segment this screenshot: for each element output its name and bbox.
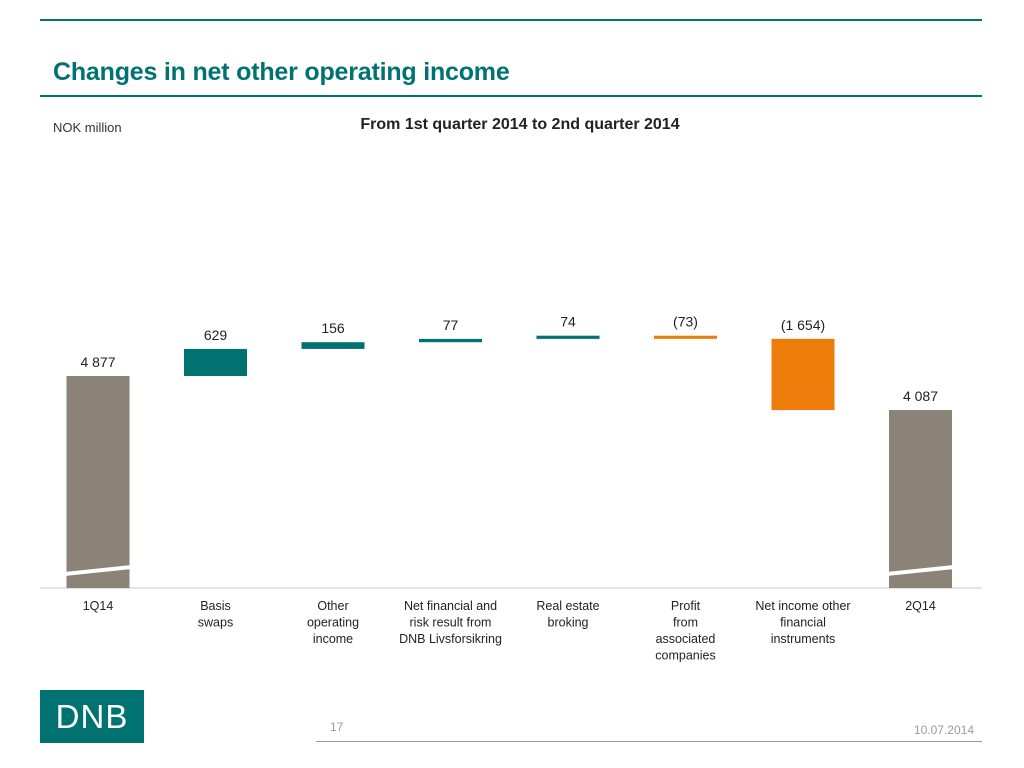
data-label-2: 629 (204, 327, 228, 343)
category-label-7: Net income other financial instruments (755, 599, 850, 646)
bar-1 (66, 376, 130, 588)
category-label-line: companies (655, 649, 715, 663)
bar-8 (889, 410, 952, 588)
data-label-3: 156 (321, 320, 345, 336)
bar-4 (419, 338, 482, 343)
axis-break-mark-1 (64, 565, 132, 576)
bar-6 (654, 335, 717, 339)
top-rule (40, 19, 982, 21)
bar-2 (184, 348, 247, 376)
category-label-line: Net income other (755, 599, 850, 613)
category-label-line: Profit (671, 599, 701, 613)
category-label-line: risk result from (410, 616, 492, 630)
data-label-1: 4 877 (80, 354, 115, 370)
data-label-8: 4 087 (903, 388, 938, 404)
data-label-6: (73) (673, 314, 698, 330)
category-label-line: income (313, 632, 353, 646)
category-label-8: 2Q14 (905, 599, 936, 613)
category-label-line: broking (548, 616, 589, 630)
category-label-line: 2Q14 (905, 599, 936, 613)
category-label-line: 1Q14 (83, 599, 114, 613)
waterfall-chart: 4 877 1Q14 629 Basis swaps 156 Other operating i… (40, 314, 982, 663)
category-label-2: Basis swaps (198, 599, 233, 630)
category-label-line: Basis (200, 599, 231, 613)
category-label-line: DNB Livsforsikring (399, 632, 502, 646)
bar-3 (301, 342, 365, 349)
category-label-line: operating (307, 616, 359, 630)
category-label-6: Profit from associated companies (655, 599, 715, 663)
bar-7 (771, 338, 835, 411)
category-label-line: Net financial and (404, 599, 497, 613)
category-label-line: Other (317, 599, 348, 613)
axis-break-mark-8 (886, 565, 955, 576)
category-label-line: swaps (198, 616, 233, 630)
footer-divider (316, 741, 982, 742)
data-label-7: (1 654) (781, 317, 825, 333)
category-label-1: 1Q14 (83, 599, 114, 613)
logo-text: DNB (55, 697, 129, 735)
data-label-4: 77 (443, 317, 459, 333)
category-label-line: associated (656, 632, 716, 646)
category-label-5: Real estate broking (536, 599, 599, 630)
chart-title: From 1st quarter 2014 to 2nd quarter 201… (360, 116, 680, 133)
data-label-5: 74 (560, 314, 576, 330)
title-underline (40, 95, 982, 97)
category-label-4: Net financial and risk result from DNB Liv… (399, 599, 502, 646)
unit-label: NOK million (53, 120, 122, 135)
dnb-logo: DNB (40, 690, 144, 743)
footer-date: 10.07.2014 (913, 723, 974, 737)
category-label-line: financial (780, 616, 826, 630)
page-number: 17 (330, 720, 344, 734)
category-label-line: from (673, 616, 698, 630)
category-label-3: Other operating income (307, 599, 359, 646)
category-label-line: instruments (771, 632, 836, 646)
category-label-line: Real estate (536, 599, 599, 613)
page-title: Changes in net other operating income (53, 58, 510, 86)
bar-5 (536, 335, 600, 339)
